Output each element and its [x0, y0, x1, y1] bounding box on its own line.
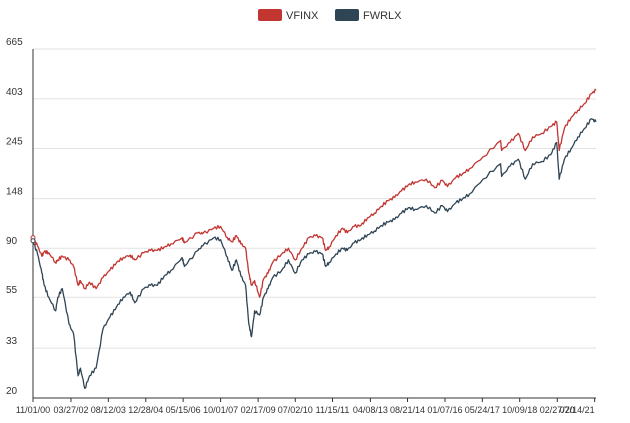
- y-axis: 20 33 55 90 148 245 403 665: [6, 37, 34, 398]
- gridlines: [33, 48, 596, 399]
- series-line-fwrlx: [32, 118, 597, 390]
- x-tick-label: 10/01/07: [203, 405, 238, 415]
- x-tick-label: 08/21/14: [390, 405, 425, 415]
- legend-item-vfinx[interactable]: VFINX: [258, 9, 319, 22]
- legend-label: VFINX: [286, 10, 319, 22]
- y-tick-label: 33: [6, 336, 18, 347]
- legend-swatch: [335, 9, 359, 21]
- series-line-vfinx: [32, 88, 597, 298]
- y-tick-label: 665: [6, 37, 23, 48]
- x-tick-label: 02/17/09: [241, 405, 276, 415]
- y-tick-label: 245: [6, 136, 23, 147]
- series-start-point: [30, 238, 36, 244]
- x-tick-label: 10/09/18: [502, 405, 537, 415]
- x-tick-label: 05/24/17: [465, 405, 500, 415]
- y-tick-label: 20: [6, 386, 18, 397]
- x-tick-label: 07/14/21: [560, 405, 595, 415]
- y-tick-label: 55: [6, 285, 18, 296]
- y-tick-label: 90: [6, 236, 18, 247]
- x-tick-label: 11/15/11: [316, 405, 350, 415]
- series-layer: [30, 88, 597, 390]
- x-tick-label: 02/27/20: [540, 405, 575, 415]
- x-tick-label: 03/27/02: [53, 405, 88, 415]
- x-tick-label: 08/12/03: [91, 405, 126, 415]
- x-tick-label: 04/08/13: [353, 405, 388, 415]
- legend: VFINX FWRLX: [258, 9, 402, 22]
- legend-swatch: [258, 9, 282, 21]
- x-axis: 11/01/00 03/27/02 08/12/03 12/28/04 05/15/06…: [16, 397, 596, 415]
- y-tick-label: 148: [6, 187, 23, 198]
- legend-item-fwrlx[interactable]: FWRLX: [335, 9, 402, 22]
- x-tick-label: 01/07/16: [427, 405, 462, 415]
- x-tick-label: 11/01/00: [16, 405, 50, 415]
- x-tick-label: 07/02/10: [278, 405, 313, 415]
- x-tick-label: 12/28/04: [128, 405, 163, 415]
- y-tick-label: 403: [6, 87, 23, 98]
- legend-label: FWRLX: [363, 10, 402, 22]
- x-tick-label: 05/15/06: [166, 405, 201, 415]
